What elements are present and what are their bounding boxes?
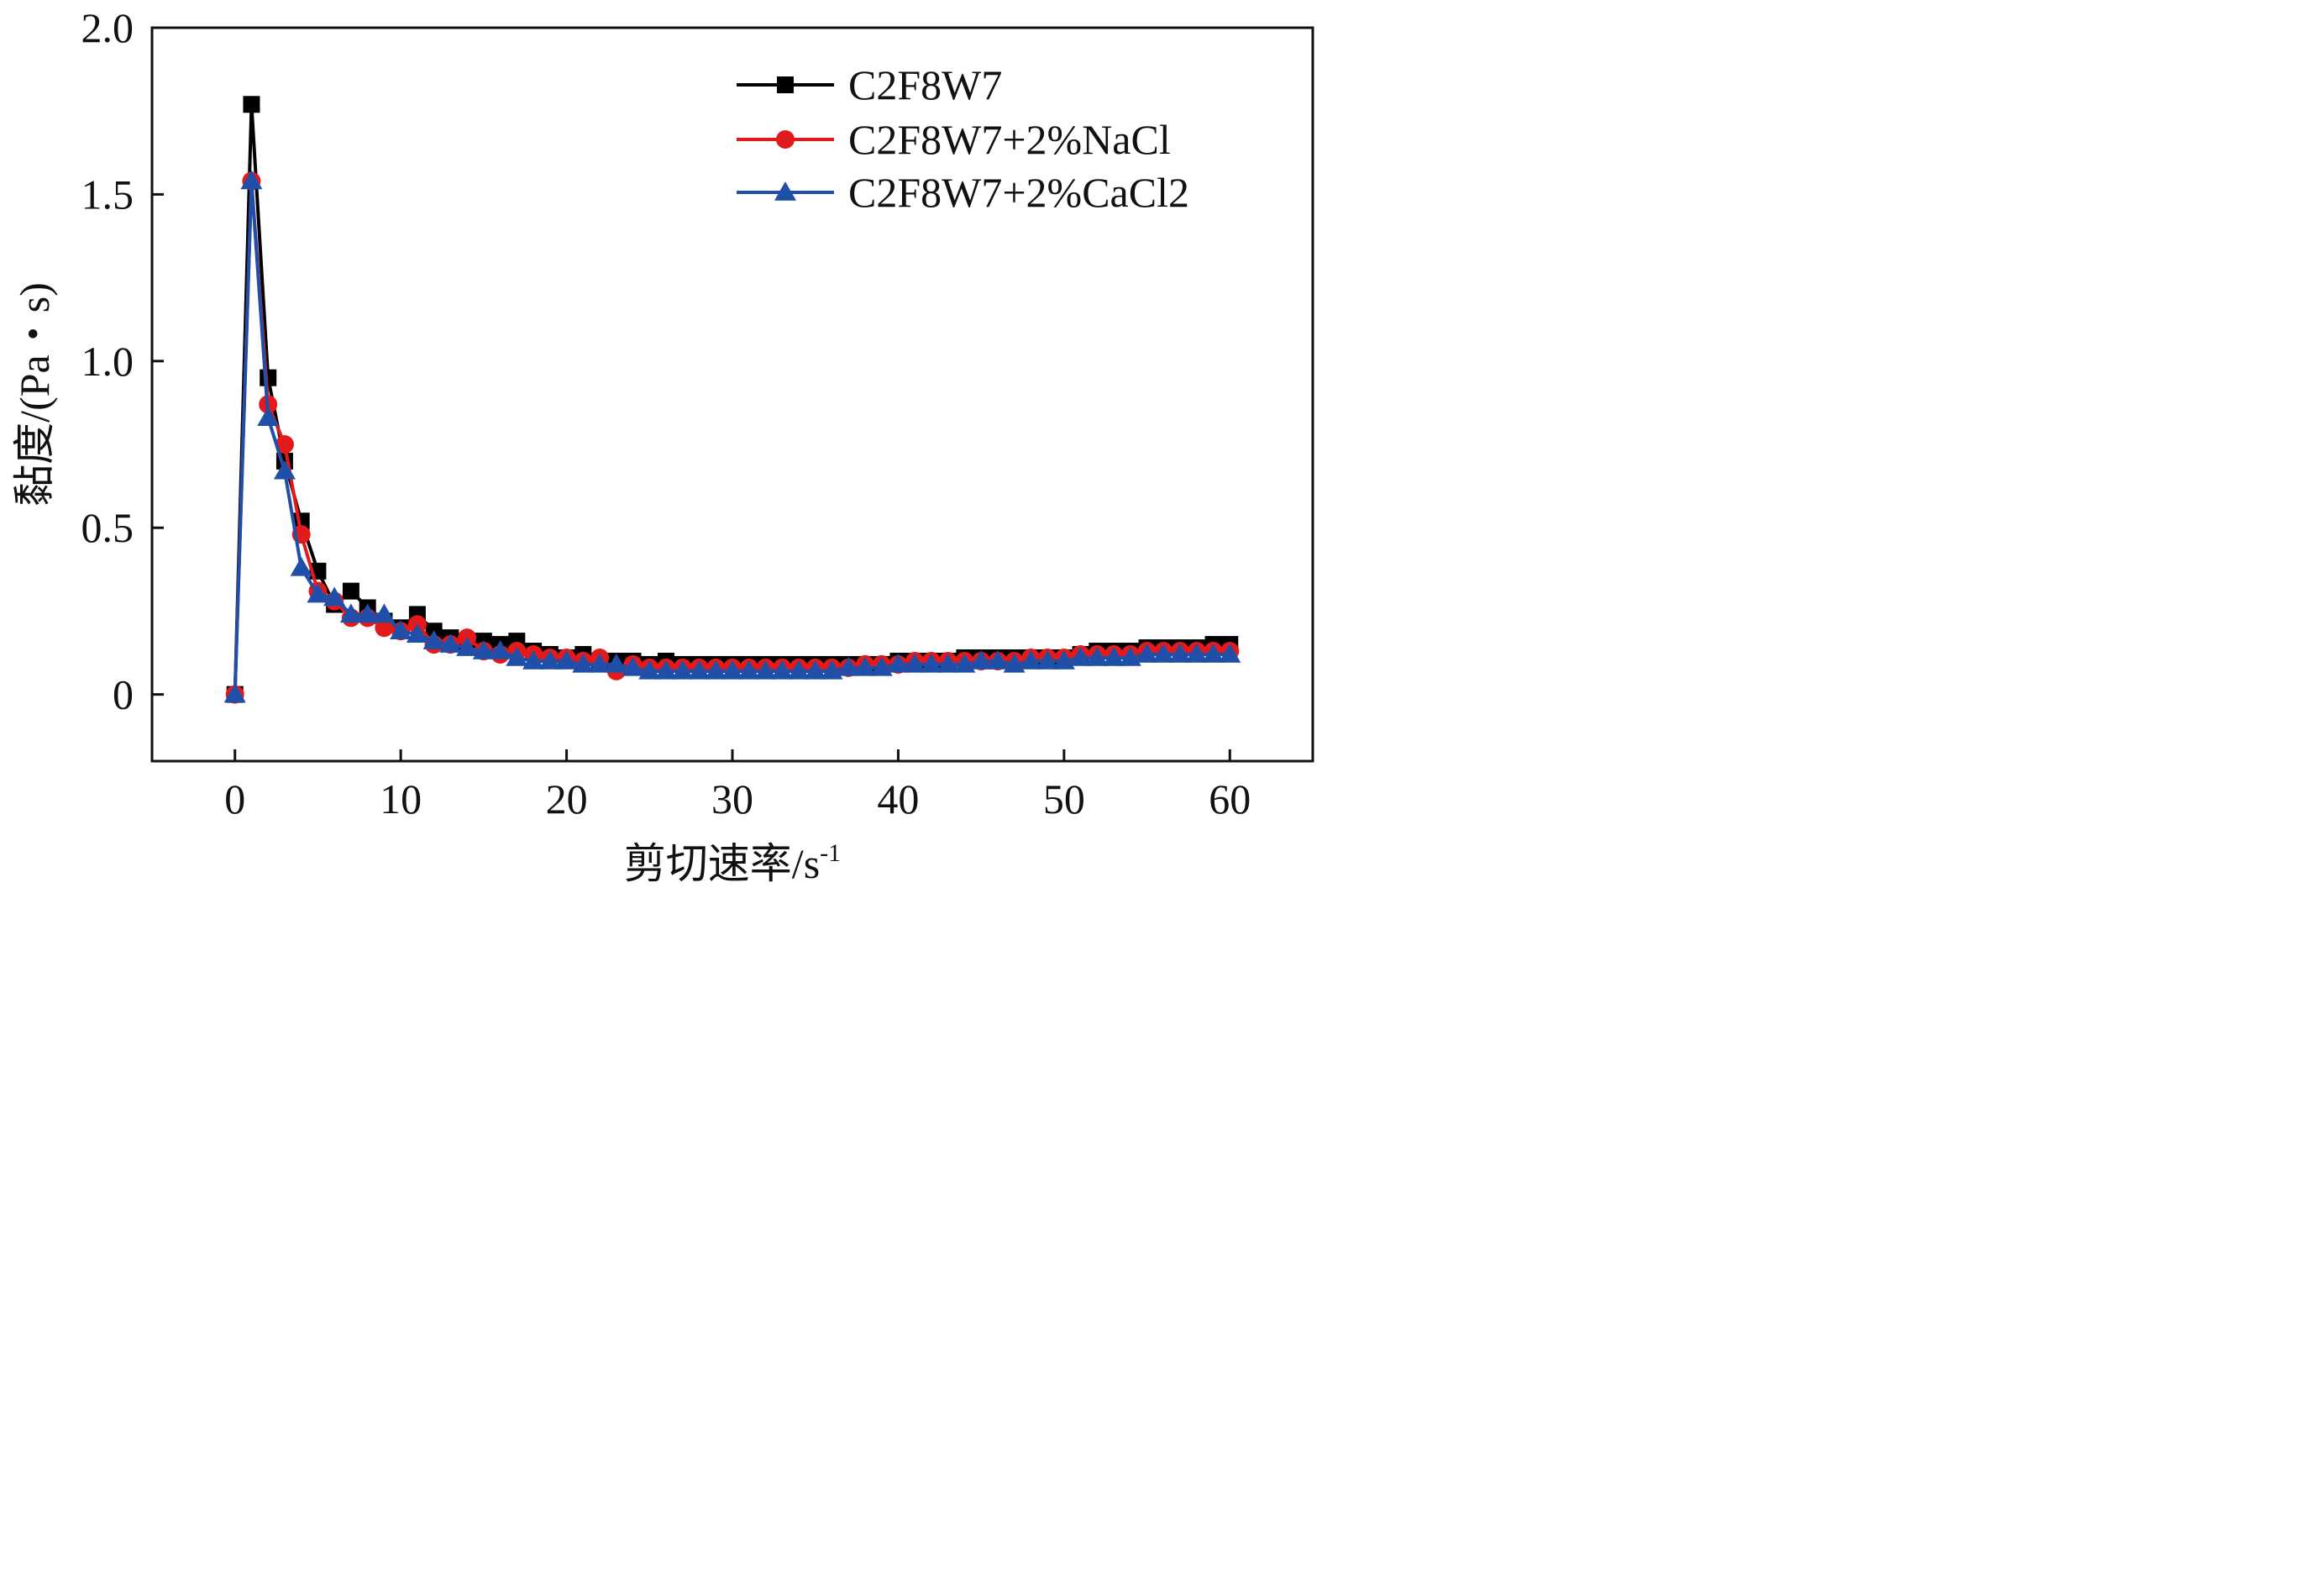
x-axis-title: 剪切速率/s-1	[624, 839, 841, 887]
data-point	[273, 460, 296, 480]
data-point	[257, 407, 280, 427]
data-point	[920, 653, 942, 673]
data-point	[373, 603, 396, 623]
data-point	[754, 659, 777, 680]
data-point	[1020, 649, 1042, 670]
data-point	[771, 659, 794, 680]
y-tick-label: 0	[113, 671, 134, 718]
x-axis-title-text: 剪切速率/s	[624, 840, 820, 887]
data-point	[555, 649, 578, 670]
legend-item: C2F8W7+2%NaCl	[737, 116, 1171, 163]
data-point	[1136, 644, 1158, 663]
data-point	[223, 683, 246, 703]
data-point	[390, 620, 412, 639]
data-point	[804, 659, 826, 680]
data-point	[290, 556, 312, 576]
data-point	[837, 656, 860, 676]
data-point	[1052, 649, 1075, 670]
data-point	[472, 640, 495, 659]
data-point	[1219, 644, 1241, 663]
x-tick-label: 60	[1209, 775, 1251, 822]
data-point	[638, 659, 661, 680]
data-point	[688, 659, 711, 680]
data-point	[1036, 649, 1059, 670]
data-point	[506, 646, 528, 666]
data-point	[721, 659, 743, 680]
data-point	[1202, 644, 1225, 663]
data-point	[705, 659, 727, 680]
legend-label: C2F8W7	[848, 61, 1002, 108]
chart-svg: 0 10 20 30 40 50 60 0 0.5 1.0 1.5 2.0 剪切速率/s-1 黏度/…	[11, 4, 1314, 887]
data-point	[339, 603, 362, 623]
data-point	[572, 653, 595, 673]
data-point	[1103, 646, 1125, 666]
data-point	[605, 653, 627, 673]
data-point	[655, 659, 678, 680]
x-tick-label: 40	[877, 775, 919, 822]
y-tick-label: 1.5	[81, 171, 134, 218]
series-3	[223, 170, 1241, 703]
data-point	[821, 659, 843, 680]
x-tick-label: 10	[380, 775, 422, 822]
series-layer	[223, 96, 1241, 704]
data-point	[589, 653, 611, 673]
x-tick-label: 50	[1043, 775, 1085, 822]
data-point	[538, 649, 561, 670]
data-point	[671, 659, 694, 680]
legend: C2F8W7 C2F8W7+2%NaCl C2F8W7+2%CaCl2	[737, 61, 1189, 216]
data-point	[1086, 646, 1109, 666]
data-point	[1003, 653, 1026, 673]
data-point	[456, 637, 479, 656]
data-point	[986, 649, 1009, 670]
data-point	[342, 582, 359, 600]
data-point	[737, 659, 760, 680]
legend-label: C2F8W7+2%NaCl	[848, 116, 1171, 163]
legend-item: C2F8W7	[737, 61, 1002, 108]
data-point	[307, 583, 329, 603]
legend-label: C2F8W7+2%CaCl2	[848, 169, 1189, 216]
legend-marker	[774, 181, 796, 201]
data-point	[1185, 644, 1208, 663]
legend-item: C2F8W7+2%CaCl2	[737, 169, 1189, 216]
data-point	[489, 640, 511, 659]
data-point	[1069, 646, 1092, 666]
chart-container: 0 10 20 30 40 50 60 0 0.5 1.0 1.5 2.0 剪切速率/s-1 黏度/…	[0, 0, 1317, 893]
x-axis-title-superscript: -1	[820, 839, 841, 867]
x-tick-label: 0	[224, 775, 245, 822]
x-tick-label: 20	[546, 775, 588, 822]
data-point	[275, 435, 294, 454]
legend-marker	[777, 76, 794, 93]
y-axis: 0 0.5 1.0 1.5 2.0	[81, 4, 164, 718]
y-tick-label: 1.0	[81, 338, 134, 385]
data-point	[970, 649, 993, 670]
data-point	[240, 170, 263, 190]
x-tick-label: 30	[711, 775, 753, 822]
data-point	[870, 656, 893, 676]
y-tick-label: 0.5	[81, 504, 134, 551]
data-point	[356, 603, 379, 623]
y-axis-title: 黏度/(Pa・s)	[11, 282, 58, 507]
data-point	[787, 659, 810, 680]
data-point	[522, 649, 545, 670]
data-point	[439, 633, 462, 653]
data-point	[622, 656, 644, 676]
x-axis: 0 10 20 30 40 50 60	[224, 749, 1251, 822]
data-point	[904, 653, 926, 673]
data-point	[936, 653, 959, 673]
data-point	[853, 656, 876, 676]
y-tick-label: 2.0	[81, 4, 134, 51]
data-point	[1119, 646, 1141, 666]
data-point	[243, 96, 260, 113]
data-point	[953, 653, 976, 673]
series-2	[225, 171, 1240, 704]
data-point	[1152, 644, 1175, 663]
data-point	[887, 653, 910, 673]
legend-marker	[776, 130, 795, 149]
data-point	[406, 623, 428, 643]
data-point	[422, 630, 445, 649]
data-point	[375, 618, 394, 638]
data-point	[1169, 644, 1192, 663]
data-point	[323, 586, 346, 607]
